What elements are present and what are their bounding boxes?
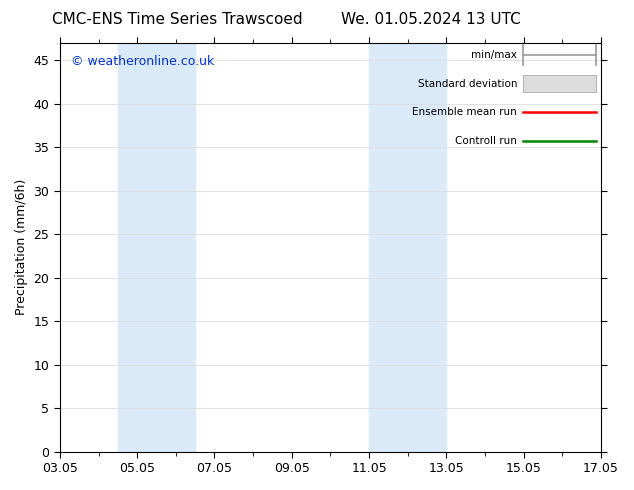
Text: We. 01.05.2024 13 UTC: We. 01.05.2024 13 UTC bbox=[341, 12, 521, 27]
Text: min/max: min/max bbox=[471, 50, 517, 60]
Text: © weatheronline.co.uk: © weatheronline.co.uk bbox=[70, 55, 214, 68]
Bar bbox=[118, 43, 195, 452]
Text: CMC-ENS Time Series Trawscoed: CMC-ENS Time Series Trawscoed bbox=[52, 12, 303, 27]
Bar bbox=[369, 43, 446, 452]
Text: Ensemble mean run: Ensemble mean run bbox=[413, 107, 517, 117]
Text: Standard deviation: Standard deviation bbox=[418, 78, 517, 89]
Text: Controll run: Controll run bbox=[455, 136, 517, 146]
Bar bbox=[522, 75, 596, 92]
Y-axis label: Precipitation (mm/6h): Precipitation (mm/6h) bbox=[15, 179, 28, 315]
